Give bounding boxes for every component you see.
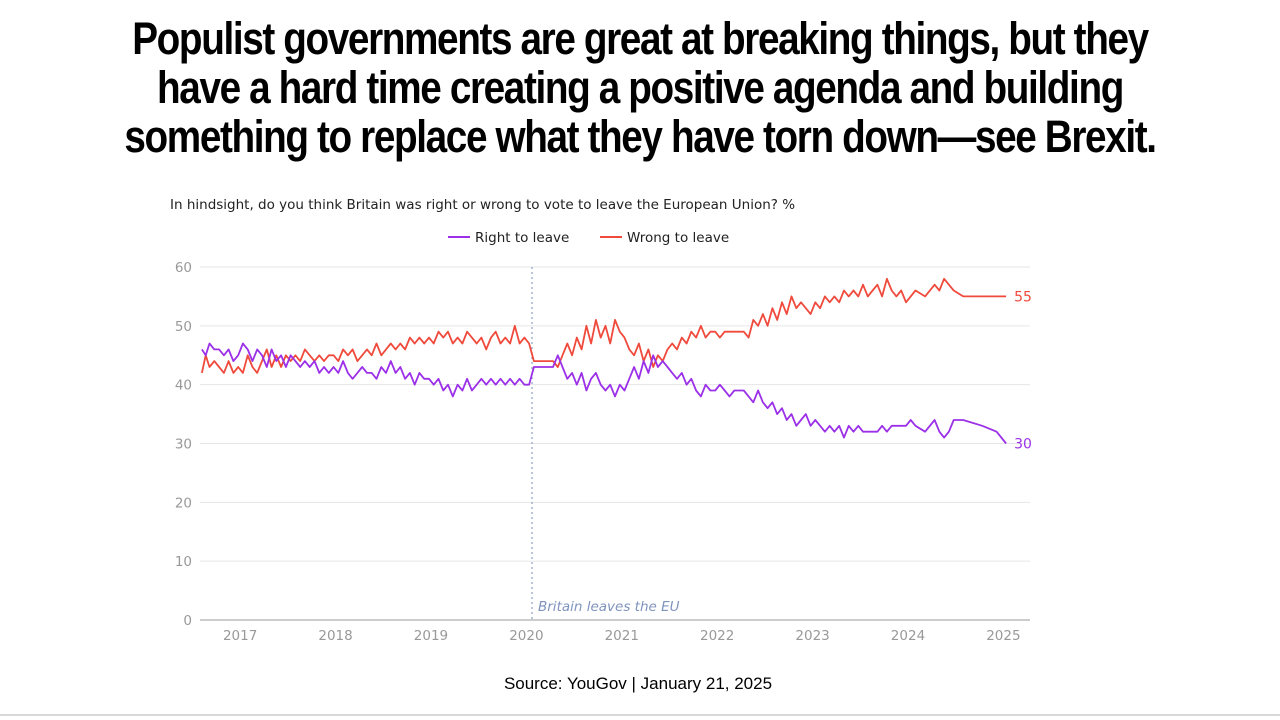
legend-label: Right to leave [475,230,569,246]
y-tick-label: 40 [175,378,192,394]
x-tick-label: 2018 [318,628,352,644]
line-chart: In hindsight, do you think Britain was r… [170,197,1032,644]
x-tick-label: 2025 [986,628,1020,644]
x-tick-label: 2019 [414,628,448,644]
x-tick-label: 2024 [891,628,925,644]
headline-line-3: something to replace what they have torn… [124,111,1157,162]
chart-title: In hindsight, do you think Britain was r… [170,197,795,213]
series-line-right-to-leave [201,342,1007,445]
y-tick-label: 20 [175,495,192,511]
y-tick-label: 30 [175,437,192,453]
x-tick-label: 2017 [223,628,257,644]
series-lines [201,277,1007,445]
source-note: Source: YouGov | January 21, 2025 [503,674,773,693]
x-tick-label: 2021 [605,628,639,644]
end-value-label: 30 [1014,437,1032,453]
grid [200,266,1030,621]
divider [0,714,1280,716]
annotation-label: Britain leaves the EU [538,599,680,615]
chart-container: In hindsight, do you think Britain was r… [0,185,1280,675]
x-axis: 2017 2018 2019 2020 2021 2022 2023 2024 2025 [223,628,1021,644]
y-tick-label: 50 [175,319,192,335]
headline-line-1: Populist governments are great at breaki… [132,13,1149,64]
end-value-label: 55 [1014,289,1032,305]
annotation: Britain leaves the EU [531,267,680,620]
legend: Right to leave Wrong to leave [448,230,729,246]
y-tick-label: 10 [175,554,192,570]
legend-label: Wrong to leave [627,230,729,246]
x-tick-label: 2023 [795,628,829,644]
x-tick-label: 2020 [509,628,543,644]
y-axis: 0 10 20 30 40 50 60 [175,260,192,629]
headline: Populist governments are great at breaki… [90,14,1191,161]
series-line-wrong-to-leave [201,277,1007,374]
end-labels: 55 30 [1014,289,1032,452]
y-tick-label: 0 [183,613,192,629]
y-tick-label: 60 [175,260,192,276]
x-tick-label: 2022 [700,628,734,644]
headline-line-2: have a hard time creating a positive age… [157,62,1124,113]
